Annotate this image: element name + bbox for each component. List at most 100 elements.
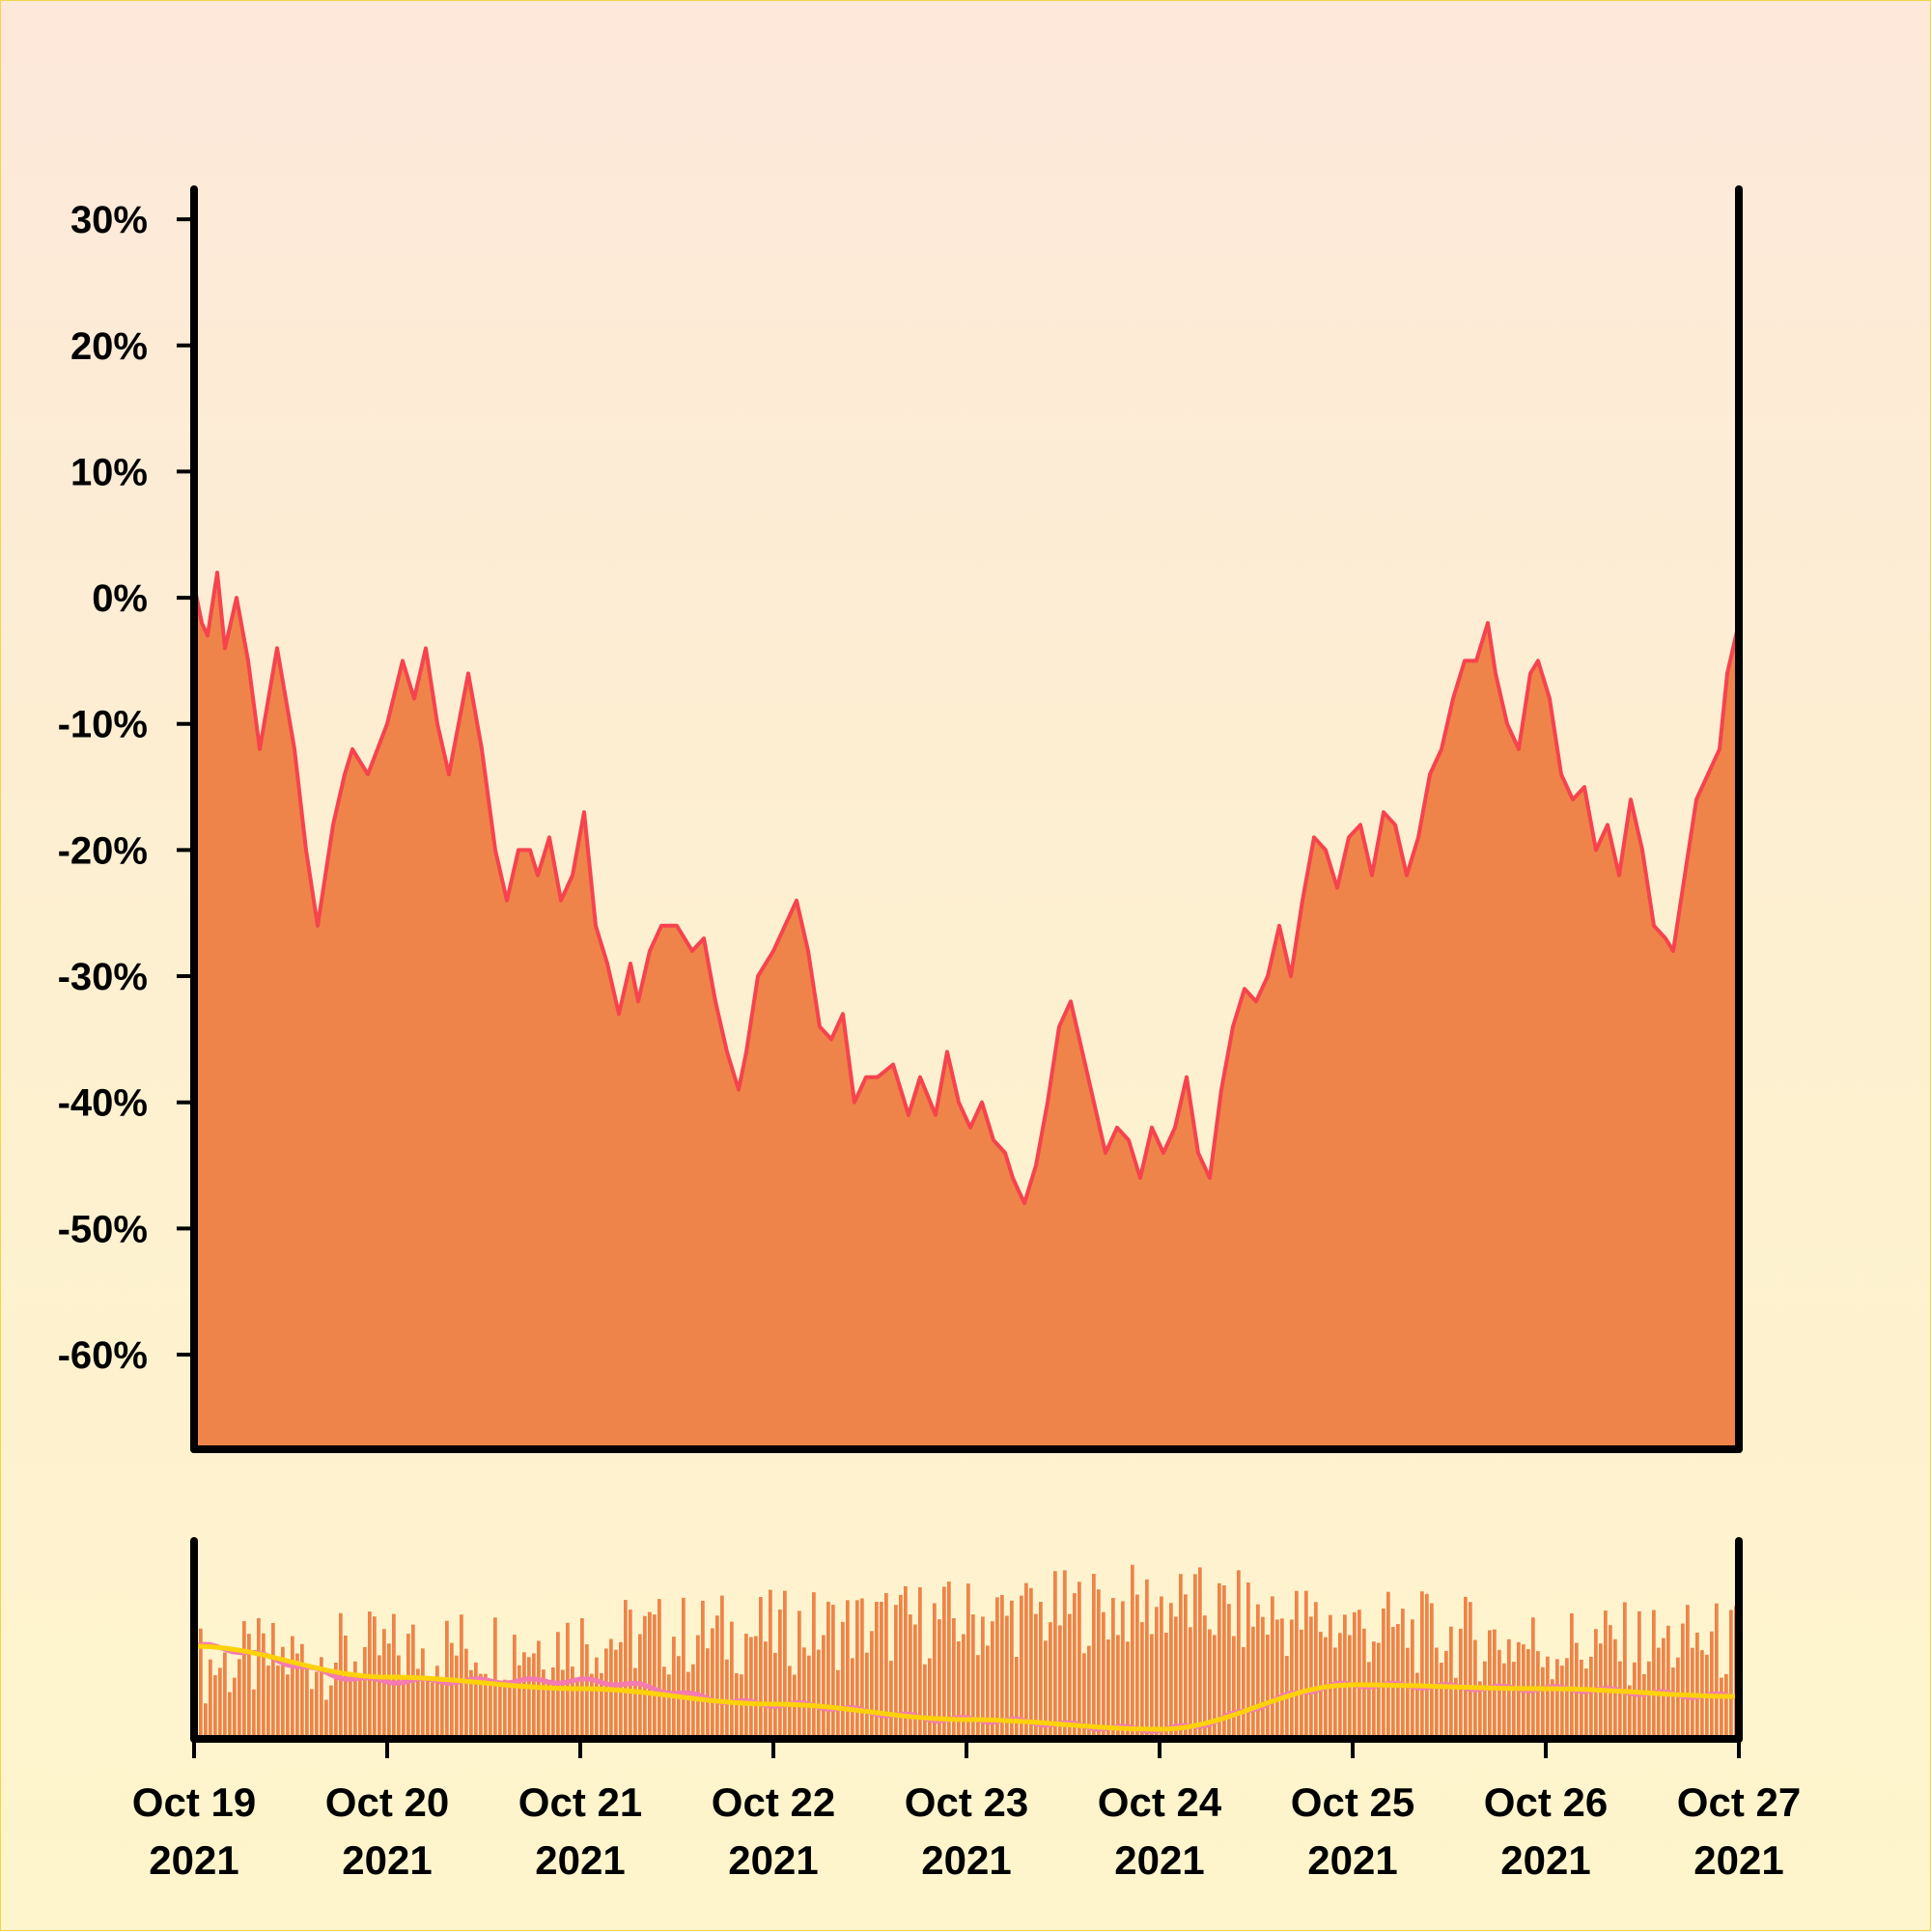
- volume-bar: [1411, 1619, 1414, 1739]
- volume-bar: [1430, 1603, 1434, 1739]
- volume-bar: [1531, 1617, 1535, 1739]
- y-tick-label: -30%: [58, 956, 148, 998]
- volume-bar: [904, 1585, 908, 1739]
- volume-bar: [1642, 1673, 1646, 1739]
- volume-bar: [1440, 1663, 1443, 1739]
- volume-bar: [947, 1582, 951, 1739]
- volume-bar: [826, 1601, 830, 1739]
- volume-bar: [1662, 1638, 1665, 1739]
- volume-bar: [532, 1653, 536, 1739]
- volume-bar: [1116, 1635, 1120, 1739]
- volume-bar: [807, 1655, 811, 1739]
- volume-bar: [546, 1681, 550, 1739]
- volume-bar: [667, 1674, 671, 1739]
- volume-bar: [1493, 1629, 1497, 1739]
- volume-bar: [783, 1590, 787, 1739]
- volume-bar: [1203, 1615, 1207, 1739]
- volume-bar: [909, 1614, 912, 1739]
- volume-bar: [894, 1605, 898, 1739]
- volume-bar: [633, 1667, 637, 1739]
- volume-bar: [344, 1636, 348, 1739]
- volume-bar: [421, 1648, 425, 1739]
- volume-bar: [962, 1634, 966, 1739]
- volume-bar: [489, 1681, 492, 1739]
- volume-bar: [349, 1673, 352, 1739]
- volume-bar: [1106, 1639, 1110, 1739]
- volume-bar: [474, 1662, 478, 1739]
- volume-bar: [1502, 1663, 1506, 1739]
- volume-bar: [923, 1664, 927, 1739]
- volume-bar: [271, 1623, 275, 1739]
- volume-bar: [1058, 1625, 1062, 1739]
- volume-bar: [315, 1671, 319, 1739]
- volume-bar: [1077, 1582, 1081, 1739]
- volume-bar: [1483, 1661, 1487, 1739]
- volume-bar: [1536, 1651, 1540, 1739]
- volume-bar: [1034, 1613, 1038, 1739]
- price-line: [192, 571, 1741, 1206]
- volume-bar: [199, 1628, 203, 1739]
- volume-bar: [334, 1663, 338, 1739]
- volume-bar: [387, 1643, 391, 1739]
- volume-bar: [1126, 1641, 1130, 1739]
- volume-bar: [686, 1671, 690, 1739]
- volume-bar: [952, 1618, 956, 1739]
- volume-bar: [435, 1666, 439, 1739]
- volume-bar: [1377, 1642, 1381, 1739]
- x-tick-label-date: Oct 26: [1484, 1779, 1608, 1825]
- volume-bar: [320, 1657, 323, 1739]
- volume-bar: [484, 1673, 488, 1739]
- volume-bar: [527, 1657, 531, 1739]
- volume-bar: [957, 1641, 961, 1739]
- volume-bar: [1024, 1582, 1028, 1739]
- volume-bar: [1092, 1574, 1096, 1739]
- volume-bar: [266, 1666, 270, 1739]
- volume-bar: [754, 1636, 758, 1739]
- volume-bar: [1401, 1609, 1405, 1739]
- volume-bar: [1102, 1611, 1105, 1739]
- volume-bar: [1541, 1666, 1545, 1739]
- volume-bar: [1497, 1649, 1501, 1739]
- volume-bar: [764, 1641, 768, 1739]
- volume-bar: [735, 1673, 739, 1739]
- volume-bar: [701, 1600, 705, 1739]
- x-tick-label-year: 2021: [342, 1837, 432, 1883]
- volume-bar: [1029, 1587, 1033, 1739]
- volume-bar: [209, 1659, 212, 1739]
- volume-bar: [725, 1659, 729, 1739]
- volume-bar: [648, 1611, 652, 1739]
- volume-bar: [358, 1680, 362, 1739]
- volume-bar: [595, 1657, 599, 1739]
- volume-bar: [1464, 1596, 1468, 1739]
- volume-bar: [918, 1587, 922, 1739]
- x-tick-label-year: 2021: [1693, 1837, 1783, 1883]
- y-tick-label: 0%: [92, 577, 148, 620]
- x-tick-label-year: 2021: [1114, 1837, 1204, 1883]
- volume-bar: [1266, 1635, 1270, 1739]
- volume-bar: [522, 1652, 526, 1739]
- volume-bar: [1155, 1607, 1159, 1739]
- volume-bar: [1724, 1673, 1728, 1739]
- volume-bar: [551, 1667, 555, 1739]
- volume-bar: [696, 1635, 700, 1739]
- volume-bar: [933, 1603, 937, 1739]
- volume-bar: [305, 1665, 309, 1739]
- y-tick-label: 30%: [70, 199, 148, 241]
- volume-bar: [938, 1619, 941, 1739]
- volume-bar: [1710, 1631, 1714, 1739]
- volume-bar: [1044, 1640, 1048, 1739]
- volume-bar: [880, 1602, 883, 1739]
- volume-bar: [1131, 1564, 1134, 1739]
- volume-bar: [966, 1583, 970, 1739]
- volume-bar: [1280, 1618, 1284, 1739]
- volume-bar: [363, 1646, 367, 1739]
- x-tick-label-year: 2021: [728, 1837, 818, 1883]
- volume-bar: [1420, 1591, 1424, 1739]
- volume-bar: [744, 1634, 748, 1739]
- volume-bar: [1290, 1619, 1294, 1739]
- volume-bar: [1589, 1656, 1593, 1739]
- volume-bar: [378, 1655, 381, 1739]
- volume-bar: [228, 1692, 232, 1739]
- volume-bar: [711, 1628, 714, 1739]
- volume-bar: [715, 1615, 719, 1739]
